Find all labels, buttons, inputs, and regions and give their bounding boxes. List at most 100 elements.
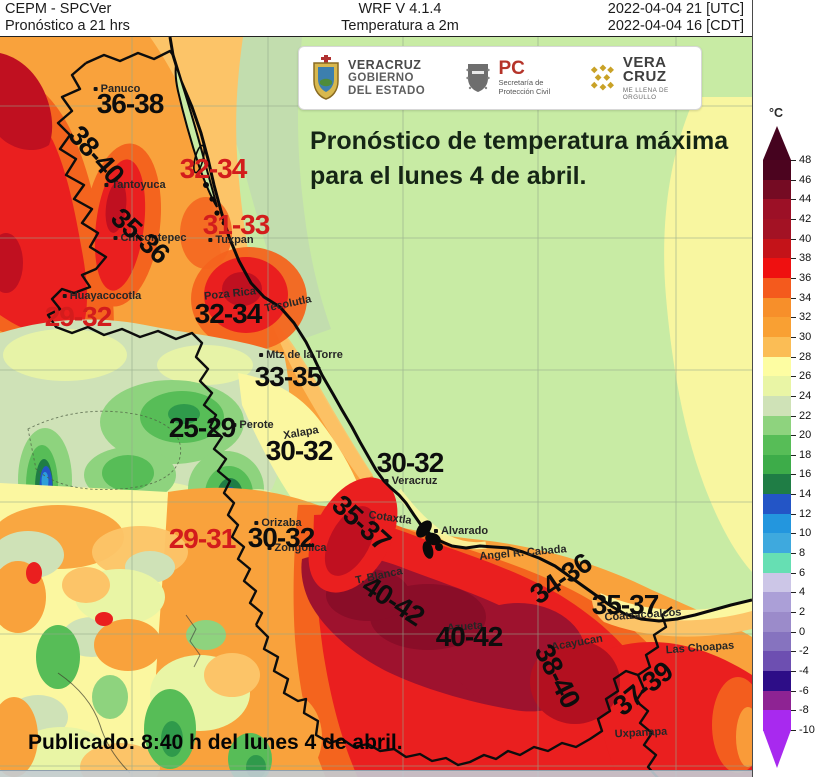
city-name: Mtz de la Torre (266, 349, 343, 361)
state-boundary (46, 49, 673, 777)
colorbar-tick-label: 24 (799, 389, 812, 402)
header-center: WRF V 4.1.4 Temperatura a 2m (341, 1, 459, 35)
city-label: Mtz de la Torre (259, 349, 343, 361)
colorbar-tick (791, 690, 796, 692)
gobierno-logo-line1: VERACRUZ (348, 57, 422, 72)
colorbar-segment (763, 336, 791, 358)
colorbar-tick (791, 415, 796, 417)
colorbar-upper-arrow (763, 126, 791, 160)
temp-range-label: 29-32 (44, 301, 113, 332)
colorbar-segment (763, 258, 791, 279)
colorbar-tick-label: 10 (799, 527, 812, 540)
colorbar-segment (763, 592, 791, 613)
city-label: Huayacocotla (62, 290, 142, 302)
colorbar-tick-label: 46 (799, 173, 812, 186)
colorbar-tick (791, 572, 796, 574)
colorbar-tick (791, 474, 796, 476)
veracruz-brand-logo: VERA CRUZ ME LLENA DE ORGULLO (589, 55, 701, 101)
logo-box: VERACRUZ GOBIERNO DEL ESTADO PC Secretar… (298, 46, 702, 110)
city-name: Tuxpan (215, 234, 254, 246)
colorbar-tick (791, 494, 796, 496)
veracruz-coat-of-arms-icon (313, 55, 339, 100)
city-marker-dot (208, 238, 213, 242)
colorbar-tick (791, 612, 796, 614)
colorbar-segment (763, 553, 791, 574)
model-source: CEPM - SPCVer (5, 1, 112, 17)
city-marker-dot (113, 236, 118, 240)
city-marker-dot (62, 294, 67, 298)
colorbar-segment (763, 160, 791, 181)
colorbar-tick-label: 0 (799, 625, 806, 638)
colorbar-tick (791, 160, 796, 161)
pc-logo-line2: Protección Civil (498, 87, 551, 96)
header-right: 2022-04-04 21 [UTC] 2022-04-04 16 [CDT] (608, 1, 744, 35)
colorbar-segment (763, 710, 791, 731)
colorbar-tick (791, 592, 796, 594)
colorbar-tick (791, 317, 796, 319)
colorbar-tick-label: 32 (799, 311, 812, 324)
map-title-line2: para el lunes 4 de abril. (310, 162, 587, 190)
colorbar-tick (791, 238, 796, 240)
coastline (168, 37, 752, 623)
colorbar-tick-label: -2 (799, 645, 809, 658)
colorbar-tick (791, 730, 796, 731)
map-title-line1: Pronóstico de temperatura máxima (310, 127, 729, 155)
gobierno-logo-line2: GOBIERNO (348, 71, 414, 84)
gobierno-veracruz-logo: VERACRUZ GOBIERNO DEL ESTADO (311, 55, 451, 101)
colorbar-tick-label: 38 (799, 252, 812, 265)
colorbar-panel: °C 48 46 44 42 40 38 36 34 32 30 28 26 24 22 20 18 16 14 1… (752, 0, 816, 777)
colorbar-tick-label: 18 (799, 448, 812, 461)
temp-range-label: 35-37 (591, 589, 660, 620)
temp-range-label: 36-38 (96, 88, 165, 119)
temp-range-label: 33-35 (254, 361, 323, 392)
colorbar-tick-label: 36 (799, 271, 812, 284)
colorbar-segment (763, 474, 791, 495)
colorbar-segment (763, 435, 791, 456)
city-label: Panuco (93, 83, 141, 95)
temp-range-label: 30-32 (265, 435, 334, 466)
colorbar-tick (791, 631, 796, 633)
city-label: Alvarado (433, 525, 488, 537)
colorbar-segment (763, 494, 791, 515)
city-name: Huayacocotla (69, 290, 142, 302)
colorbar-tick (791, 297, 796, 299)
gobierno-logo-line3: DEL ESTADO (348, 84, 426, 97)
colorbar-tick-label: 2 (799, 606, 806, 619)
gold-pattern-icon (590, 64, 614, 91)
colorbar-segment (763, 612, 791, 633)
colorbar-tick (791, 435, 796, 437)
colorbar-tick-label: 26 (799, 370, 812, 383)
colorbar-tick (791, 651, 796, 653)
forecast-map: Panuco Tantoyuca Chicontepec Tuxpan Huayacoc… (0, 36, 752, 777)
colorbar-tick (791, 336, 796, 338)
city-name: Orizaba (261, 517, 302, 529)
colorbar-tick-label: 4 (799, 586, 806, 599)
temp-range-label: 29-31 (168, 523, 237, 554)
colorbar-tick (791, 553, 796, 555)
city-label: Veracruz (384, 475, 437, 487)
colorbar-tick (791, 258, 796, 260)
colorbar-tick (791, 199, 796, 201)
colorbar-tick (791, 454, 796, 456)
colorbar-tick (791, 277, 796, 279)
temp-range-label: 30-32 (247, 522, 316, 553)
temp-range-label: 25-29 (168, 412, 237, 443)
temp-range-label: 31-33 (202, 209, 271, 240)
city-name: Panuco (100, 83, 141, 95)
colorbar-tick (791, 513, 796, 515)
colorbar-segment (763, 631, 791, 652)
valid-time-utc: 2022-04-04 21 [UTC] (607, 1, 744, 17)
veracruz-brand-tagline: ME LLENA DE ORGULLO (622, 86, 669, 101)
forecast-horizon: Pronóstico a 21 hrs (5, 18, 130, 34)
colorbar-tick (791, 710, 796, 712)
colorbar-tick-label: 44 (799, 193, 812, 206)
colorbar-tick-label: -10 (799, 724, 815, 736)
colorbar-segment (763, 317, 791, 338)
proteccion-civil-logo: PC Secretaría de Protección Civil (465, 59, 579, 96)
colorbar-segment (763, 179, 791, 200)
map-artwork (0, 37, 752, 777)
colorbar-tick-label: -8 (799, 704, 809, 717)
temp-range-label: 30-32 (376, 447, 445, 478)
colorbar-tick (791, 376, 796, 378)
